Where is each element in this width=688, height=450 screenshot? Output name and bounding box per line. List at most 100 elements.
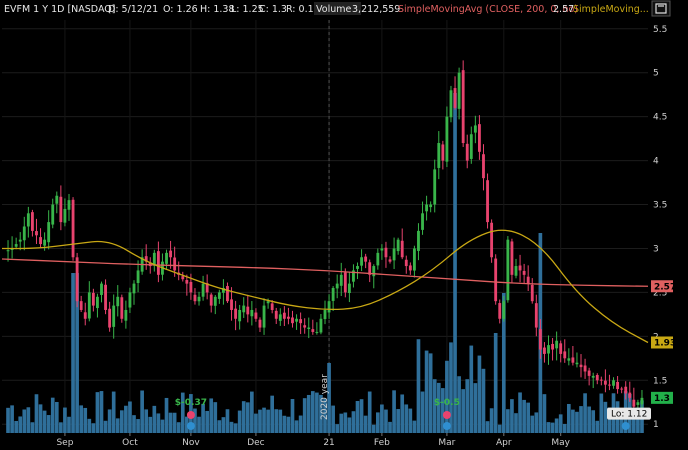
volume-bar — [343, 412, 348, 433]
volume-bar — [583, 393, 587, 433]
volume-bar — [331, 405, 335, 433]
candle-body — [494, 258, 498, 302]
candle-body — [538, 329, 542, 350]
year-divider-label: 2020 year — [320, 374, 330, 420]
candle-body — [205, 283, 209, 293]
volume-bar — [603, 401, 608, 433]
volume-bar — [274, 409, 279, 433]
candle-body — [250, 309, 254, 317]
x-tick-label: Mar — [438, 438, 455, 448]
candle-body — [502, 301, 506, 319]
volume-bar — [258, 409, 262, 433]
volume-bar — [607, 407, 612, 433]
candle-body — [108, 308, 112, 328]
candle-body — [522, 270, 526, 275]
sma200-price-tag: 2.57 — [654, 282, 676, 292]
candle-body — [67, 200, 71, 210]
candle-body — [530, 284, 534, 302]
candle-body — [575, 362, 579, 365]
volume-bar — [506, 409, 510, 433]
volume-bar — [197, 416, 201, 433]
candle-body — [408, 265, 412, 271]
candle-body — [388, 259, 392, 262]
volume-bar — [542, 394, 547, 433]
candle-body — [124, 309, 128, 321]
info-icon — [186, 422, 195, 430]
volume-bar — [172, 412, 177, 433]
volume-bar — [457, 376, 461, 433]
candle-body — [400, 240, 404, 258]
candle-body — [347, 283, 351, 294]
volume-bar — [233, 423, 238, 433]
candle-body — [506, 239, 510, 301]
volume-bar — [424, 350, 429, 433]
volume-bar — [315, 392, 319, 433]
candle-body — [518, 265, 522, 271]
candle-body — [429, 204, 433, 208]
info-icon — [621, 422, 630, 430]
candle-body — [469, 134, 473, 159]
candle-body — [498, 303, 502, 319]
volume-bar — [546, 422, 551, 433]
date-label: D: 5/12/21 — [108, 4, 158, 15]
volume-bar — [152, 405, 157, 433]
candle-body — [185, 280, 189, 284]
earnings-label: $-0.5 — [434, 398, 460, 408]
candle-body — [299, 319, 303, 324]
volume-bar — [441, 388, 445, 433]
volume-bar — [636, 407, 640, 433]
volume-bar — [404, 404, 409, 433]
volume-bar — [71, 273, 75, 433]
sma200-label: SimpleMovingAvg (CLOSE, 200, 0, no) — [398, 4, 578, 15]
candle-body — [384, 247, 388, 258]
candle-body — [87, 292, 91, 319]
candle-body — [14, 244, 18, 247]
candle-body — [628, 392, 632, 398]
candle-body — [132, 283, 136, 294]
candle-body — [287, 316, 290, 319]
candle-body — [278, 314, 282, 321]
x-tick-label: Nov — [182, 438, 200, 448]
volume-bar — [119, 410, 124, 433]
candle-body — [636, 402, 640, 405]
last-price-tag: 1.3 — [654, 394, 670, 404]
candle-body — [559, 343, 563, 354]
volume-bar — [83, 407, 88, 433]
volume-bar — [323, 398, 327, 433]
volume-bar — [225, 409, 230, 433]
volume-bar — [245, 402, 250, 433]
volume-bar — [22, 409, 27, 433]
volume-bar — [477, 355, 482, 433]
candle-body — [368, 262, 372, 275]
candle-body — [213, 296, 217, 306]
candle-body — [392, 248, 396, 261]
candle-body — [437, 143, 441, 168]
volume-bar — [335, 424, 340, 433]
volume-bar — [518, 392, 522, 433]
candle-body — [266, 301, 270, 304]
volume-bar — [493, 333, 498, 433]
volume-bar — [339, 413, 344, 433]
x-tick-label: Oct — [122, 438, 138, 448]
candle-body — [482, 154, 485, 179]
candle-body — [104, 284, 107, 310]
candle-body — [242, 305, 246, 313]
candle-body — [136, 270, 140, 283]
candle-body — [335, 283, 339, 289]
candle-body — [404, 259, 408, 267]
volume-bar — [298, 415, 303, 433]
volume-bar — [550, 422, 555, 433]
volume-bar — [489, 408, 494, 433]
x-tick-label: Dec — [247, 438, 264, 448]
candle-body — [39, 237, 42, 245]
volume-bar — [164, 397, 169, 433]
volume-bar — [355, 400, 360, 433]
candle-body — [128, 292, 132, 308]
x-tick-label: Feb — [374, 438, 390, 448]
volume-bar — [50, 397, 55, 433]
volume-bar — [595, 420, 600, 433]
earnings-icon — [186, 411, 195, 419]
expand-icon[interactable] — [651, 0, 671, 17]
volume-bar — [294, 420, 299, 433]
candle-body — [311, 329, 315, 332]
